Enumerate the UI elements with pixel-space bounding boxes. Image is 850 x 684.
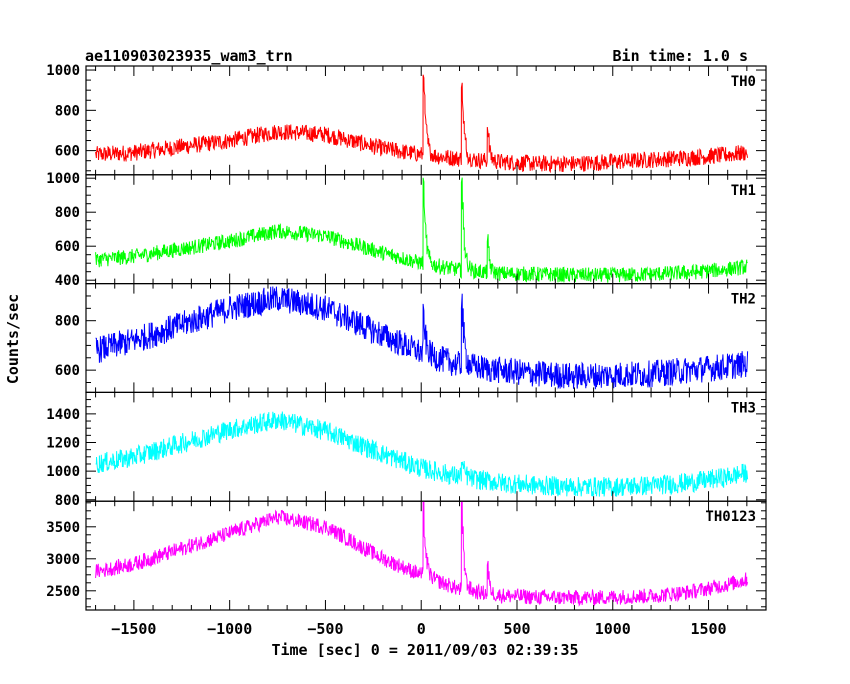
y-tick-label: 800 <box>55 103 80 119</box>
x-tick-label: −1500 <box>111 620 156 638</box>
x-tick-label: 1500 <box>690 620 726 638</box>
y-tick-label: 2500 <box>46 584 80 600</box>
y-tick-label: 600 <box>55 239 80 255</box>
y-tick-label: 1200 <box>46 436 80 452</box>
panel-label: TH0123 <box>705 509 756 525</box>
series-line-th1 <box>95 177 748 283</box>
panel-th3: 800 1000 1200 1400 TH3 <box>46 391 767 509</box>
x-tick-label: −500 <box>307 620 343 638</box>
panel-th1: 400 600 800 1000 TH1 <box>46 171 767 289</box>
panel-th2: 600 800 TH2 <box>55 283 767 394</box>
y-tick-label: 600 <box>55 363 80 379</box>
y-tick-label: 600 <box>55 144 80 160</box>
series-line-th2 <box>95 286 749 390</box>
panel-label: TH3 <box>731 400 756 416</box>
x-tick-label: 1000 <box>595 620 631 638</box>
panel-th0123: 2500 3000 3500 TH0123 <box>46 500 767 611</box>
y-tick-label: 1000 <box>46 464 80 480</box>
y-axis-label: Counts/sec <box>4 294 22 384</box>
panel-label: TH1 <box>731 183 756 199</box>
y-tick-label: 800 <box>55 493 80 509</box>
series-line-th0123 <box>95 501 749 607</box>
series-line-th0 <box>95 74 749 174</box>
y-tick-label: 1400 <box>46 407 80 423</box>
panel-th0: 600 800 1000 TH0 <box>46 63 767 176</box>
y-tick-label: 3000 <box>46 552 80 568</box>
x-tick-label: 0 <box>417 620 426 638</box>
panels-group: 600 800 1000 TH0 400 600 800 1000 TH1 600 800 TH2 80… <box>46 63 767 611</box>
y-tick-label: 1000 <box>46 63 80 79</box>
x-axis-label: Time [sec] 0 = 2011/09/03 02:39:35 <box>271 641 578 659</box>
panel-label: TH2 <box>731 292 756 308</box>
y-tick-label: 800 <box>55 205 80 221</box>
y-tick-label: 1000 <box>46 171 80 187</box>
panel-label: TH0 <box>731 74 756 90</box>
panel-frame <box>85 500 767 611</box>
x-tick-label: −1000 <box>207 620 252 638</box>
series-line-th3 <box>95 411 749 497</box>
bin-time-label: Bin time: 1.0 s <box>613 47 748 65</box>
x-tick-label: 500 <box>503 620 530 638</box>
y-tick-label: 400 <box>55 273 80 289</box>
chart-title: ae110903023935_wam3_trn <box>85 47 293 65</box>
y-tick-label: 800 <box>55 314 80 330</box>
x-axis: −1500 −1000 −500 0 500 1000 1500 <box>111 620 726 638</box>
y-tick-label: 3500 <box>46 520 80 536</box>
